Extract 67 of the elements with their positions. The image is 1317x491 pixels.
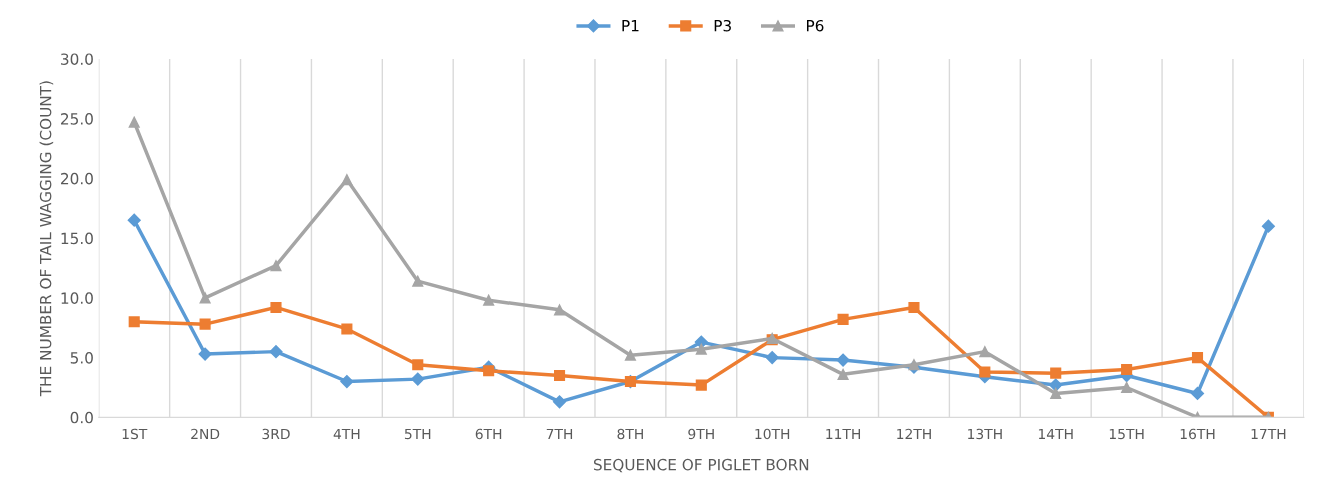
- point: [483, 294, 495, 306]
- point: [837, 368, 849, 380]
- point: [341, 174, 353, 186]
- x-tick-label: 6TH: [475, 428, 502, 440]
- point: [695, 379, 707, 391]
- x-tick-label: 7TH: [546, 428, 573, 440]
- point: [412, 359, 424, 371]
- point: [269, 345, 283, 359]
- legend-label: P1: [622, 20, 639, 32]
- point: [412, 275, 424, 287]
- point: [270, 301, 282, 313]
- x-tick-label: 12TH: [897, 428, 931, 440]
- point: [765, 351, 779, 365]
- point: [553, 304, 566, 316]
- x-tick-label: 13TH: [968, 428, 1002, 440]
- x-axis-title: SEQUENCE OF PIGLET BORN: [593, 458, 809, 473]
- point: [1121, 364, 1133, 376]
- point: [837, 313, 849, 325]
- point: [127, 213, 141, 227]
- point: [1050, 367, 1062, 379]
- point: [979, 346, 991, 358]
- y-tick-label: 0.0: [70, 411, 93, 424]
- point: [270, 260, 282, 272]
- x-tick-label: 2ND: [191, 428, 220, 440]
- x-tick-label: 16TH: [1180, 428, 1215, 440]
- x-tick-label: 1ST: [122, 428, 148, 440]
- y-tick-label: 5.0: [70, 352, 93, 364]
- legend-label: P6: [806, 19, 824, 32]
- x-tick-label: 17TH: [1251, 428, 1286, 440]
- point: [341, 323, 353, 335]
- point: [411, 372, 425, 386]
- point: [483, 365, 495, 377]
- x-tick-label: 4TH: [333, 428, 360, 440]
- x-tick-label: 9TH: [688, 428, 714, 440]
- x-tick-label: 10TH: [755, 428, 790, 440]
- point: [836, 353, 850, 367]
- y-tick-label: 10.0: [61, 292, 93, 304]
- point: [979, 366, 991, 378]
- y-axis-title: THE NUMBER OF TAIL WAGGING (COUNT): [39, 81, 54, 397]
- x-tick-label: 14TH: [1038, 428, 1073, 440]
- y-tick-label: 15.0: [61, 232, 93, 245]
- point: [199, 292, 211, 304]
- point: [198, 347, 212, 361]
- point: [1191, 352, 1204, 364]
- point: [340, 374, 354, 389]
- point: [1049, 378, 1063, 392]
- point: [1050, 387, 1062, 400]
- x-tick-label: 3RD: [262, 428, 290, 440]
- y-tick-label: 30.0: [61, 53, 93, 65]
- point: [624, 349, 636, 361]
- point: [552, 395, 567, 409]
- point: [1190, 386, 1205, 401]
- point: [908, 301, 920, 313]
- x-tick-label: 15TH: [1109, 428, 1144, 440]
- point: [1261, 219, 1275, 233]
- x-tick-label: 8TH: [617, 428, 643, 440]
- y-tick-label: 25.0: [61, 113, 93, 125]
- legend-label: P3: [714, 19, 731, 32]
- point: [199, 318, 211, 330]
- point: [553, 369, 566, 382]
- x-tick-label: 5TH: [404, 428, 431, 440]
- point: [128, 316, 140, 328]
- x-tick-label: 11TH: [826, 428, 861, 440]
- y-tick-label: 20.0: [61, 172, 93, 185]
- point: [128, 116, 140, 128]
- point: [1121, 381, 1133, 394]
- point: [695, 343, 707, 355]
